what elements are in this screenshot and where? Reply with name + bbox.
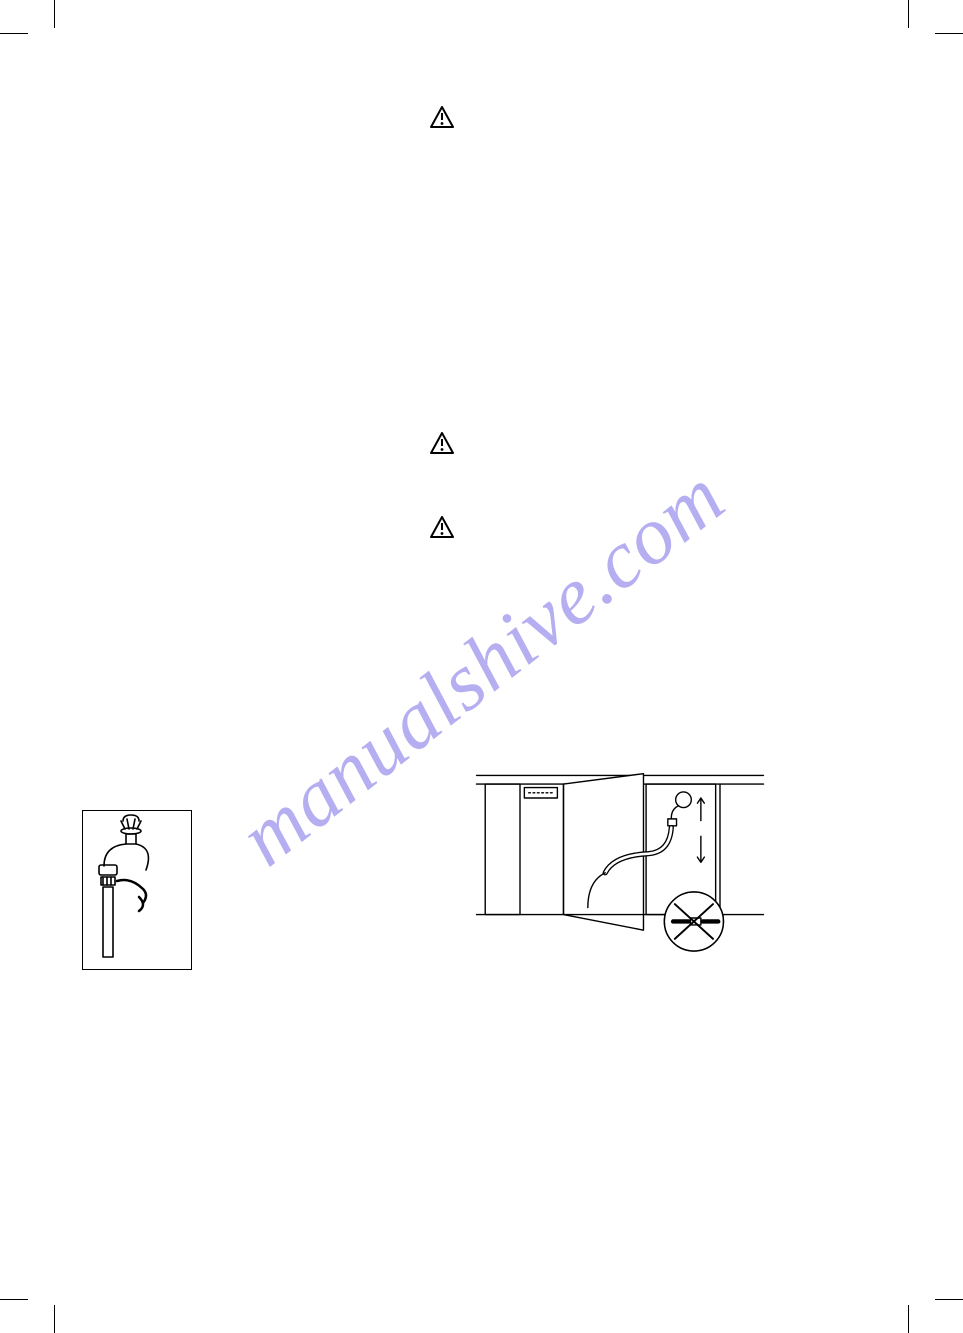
warning-icon [430,516,454,538]
crop-mark [935,33,963,34]
crop-mark [0,33,28,34]
illustration-tap-connection [82,810,192,970]
crop-mark [935,1299,963,1300]
manual-page: manualshive.com [0,0,963,1333]
illustration-hose-routing [455,758,785,958]
crop-mark [0,1299,28,1300]
warning-icon [430,106,454,128]
crop-mark [908,1305,909,1333]
crop-mark [908,0,909,28]
crop-mark [54,1305,55,1333]
warning-icon [430,432,454,454]
crop-mark [54,0,55,28]
